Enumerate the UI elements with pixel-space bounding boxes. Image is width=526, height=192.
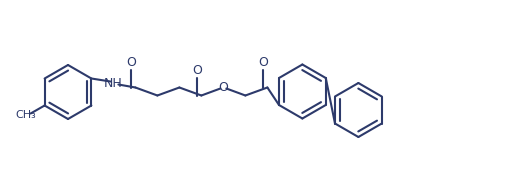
Text: NH: NH [104, 77, 123, 90]
Text: O: O [258, 56, 268, 69]
Text: CH₃: CH₃ [15, 111, 36, 121]
Text: O: O [218, 81, 228, 94]
Text: O: O [126, 56, 136, 69]
Text: O: O [193, 64, 203, 77]
